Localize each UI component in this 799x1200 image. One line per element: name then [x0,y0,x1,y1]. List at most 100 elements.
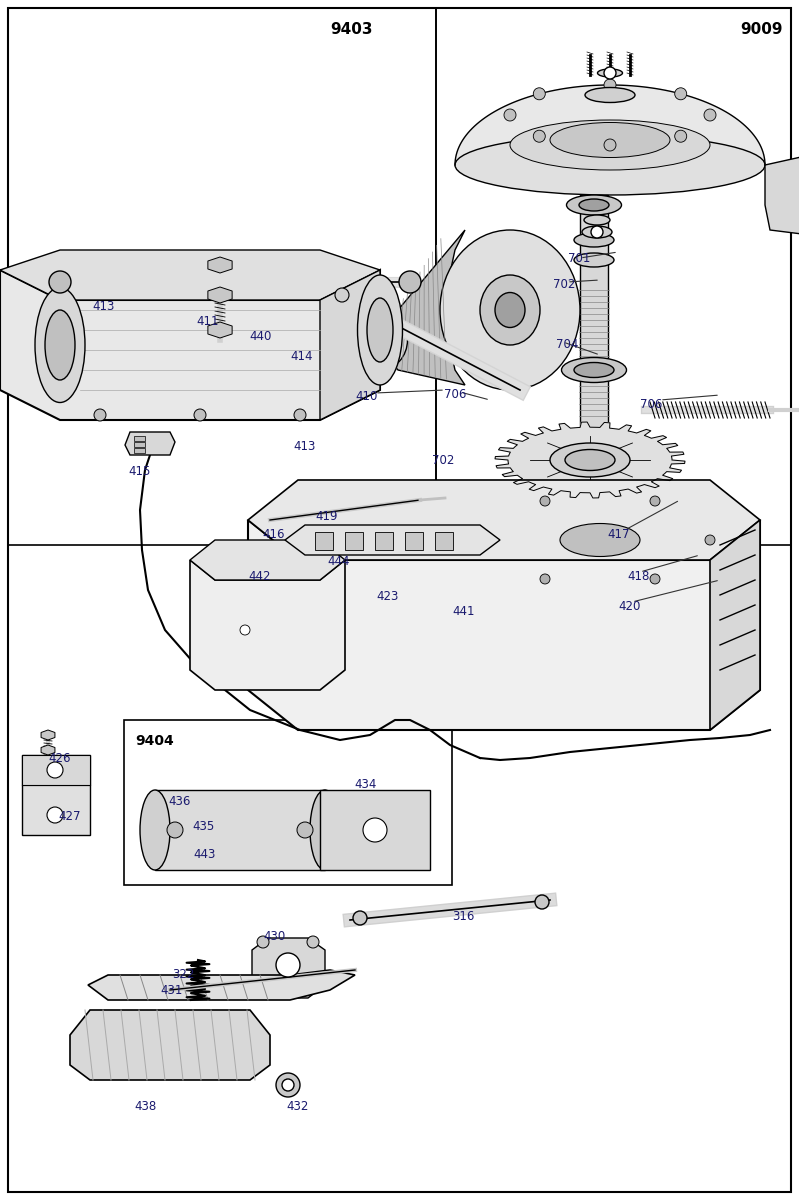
Circle shape [504,109,516,121]
Text: 413: 413 [293,440,316,452]
Text: 444: 444 [327,554,349,568]
Bar [22,755,90,785]
Polygon shape [580,194,608,530]
Ellipse shape [440,230,580,390]
Ellipse shape [367,298,393,362]
Text: 443: 443 [193,848,216,862]
Bar [315,532,333,550]
Circle shape [540,574,550,584]
Circle shape [674,131,686,143]
Polygon shape [495,422,685,498]
Polygon shape [208,257,233,272]
Ellipse shape [579,199,609,211]
Ellipse shape [584,215,610,226]
Circle shape [650,574,660,584]
Ellipse shape [562,358,626,383]
Ellipse shape [565,450,615,470]
Bar [375,532,393,550]
Text: 442: 442 [248,570,271,583]
Circle shape [604,139,616,151]
Ellipse shape [495,293,525,328]
Circle shape [650,496,660,506]
Bar [582,248,606,256]
Circle shape [591,226,603,238]
Text: 411: 411 [196,314,218,328]
Text: 9404: 9404 [135,734,173,748]
Ellipse shape [510,120,710,170]
Ellipse shape [368,326,392,354]
Circle shape [297,822,313,838]
Ellipse shape [45,310,75,380]
Polygon shape [208,287,233,302]
Text: 432: 432 [286,1100,308,1114]
Ellipse shape [310,790,340,870]
Text: 415: 415 [128,464,150,478]
Circle shape [94,409,106,421]
Ellipse shape [574,253,614,266]
Polygon shape [0,270,380,420]
Ellipse shape [585,88,635,102]
Circle shape [485,535,495,545]
Bar [134,442,145,446]
Circle shape [535,895,549,910]
Circle shape [674,88,686,100]
Polygon shape [455,85,765,164]
Text: 434: 434 [354,778,376,791]
Circle shape [705,535,715,545]
Circle shape [540,496,550,506]
Circle shape [194,409,206,421]
Polygon shape [248,480,760,560]
Text: 416: 416 [262,528,284,541]
Circle shape [604,79,616,91]
Text: 701: 701 [568,252,590,265]
Polygon shape [0,250,380,300]
Ellipse shape [465,485,735,595]
Text: 702: 702 [432,454,455,467]
Ellipse shape [582,226,612,238]
Circle shape [282,1079,294,1091]
Text: 322: 322 [172,968,194,982]
Ellipse shape [598,68,622,77]
Text: 414: 414 [290,350,312,362]
Polygon shape [125,432,175,455]
Bar [134,436,145,440]
Polygon shape [88,970,355,1000]
Circle shape [604,67,616,79]
Text: 430: 430 [263,930,285,943]
Circle shape [704,109,716,121]
Ellipse shape [140,790,170,870]
Ellipse shape [357,275,403,385]
Text: 420: 420 [618,600,640,613]
Ellipse shape [352,310,407,370]
Circle shape [307,936,319,948]
Circle shape [240,625,250,635]
Text: 410: 410 [355,390,377,403]
Bar [124,720,452,886]
Polygon shape [155,790,325,870]
Bar [310,575,680,715]
Polygon shape [208,322,233,338]
Polygon shape [41,730,55,740]
Ellipse shape [480,275,540,346]
Ellipse shape [455,134,765,194]
Bar [8,8,436,545]
Text: 316: 316 [452,910,475,923]
Circle shape [533,131,545,143]
Text: 423: 423 [376,590,399,602]
Text: 426: 426 [48,752,70,766]
Ellipse shape [560,523,640,557]
Circle shape [257,936,269,948]
Circle shape [533,88,545,100]
Text: 419: 419 [315,510,337,523]
Ellipse shape [550,122,670,157]
Bar [134,448,145,452]
Polygon shape [320,270,380,420]
Text: 9403: 9403 [330,22,372,37]
Polygon shape [285,526,500,554]
Text: 438: 438 [134,1100,157,1114]
Polygon shape [710,520,760,730]
Bar [435,532,453,550]
Polygon shape [70,1010,270,1080]
Text: 413: 413 [92,300,114,313]
Text: 706: 706 [640,398,662,410]
